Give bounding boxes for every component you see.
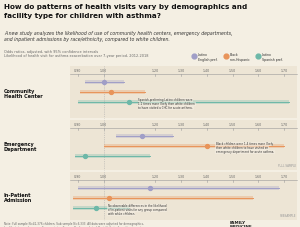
Text: Department: Department — [4, 148, 38, 153]
Text: of in-patient visits for any group compared: of in-patient visits for any group compa… — [107, 208, 166, 212]
Text: 1.70: 1.70 — [280, 69, 288, 73]
Text: 1.50: 1.50 — [229, 123, 236, 127]
Text: Black children were 1.4 times more likely: Black children were 1.4 times more likel… — [216, 142, 273, 146]
Point — [192, 54, 197, 58]
Text: 1.70: 1.70 — [280, 175, 288, 179]
Bar — [70, 120, 297, 170]
Text: Community: Community — [4, 89, 35, 94]
Text: health status, and care quality covariates. Source: Kaufmann J et al. Racial/eth: health status, and care quality covariat… — [4, 226, 143, 227]
Bar — [80, 90, 145, 94]
Text: to have visited a CHC for acute asthma.: to have visited a CHC for acute asthma. — [139, 106, 193, 110]
Text: 1.40: 1.40 — [203, 69, 210, 73]
Text: facility type for children with asthma?: facility type for children with asthma? — [4, 13, 161, 19]
Text: 1.1 times more likely than white children: 1.1 times more likely than white childre… — [139, 102, 195, 106]
Bar — [75, 154, 150, 158]
Text: Latino: Latino — [198, 53, 208, 57]
Text: Emergency: Emergency — [4, 142, 34, 147]
Bar — [85, 80, 124, 84]
Text: 1.50: 1.50 — [229, 175, 236, 179]
Text: Admission: Admission — [4, 198, 32, 203]
Text: Note: Full sample N=41,376 children. Sub-sample N=6,333. All data were adjusted : Note: Full sample N=41,376 children. Sub… — [4, 222, 144, 226]
Text: 1.40: 1.40 — [203, 175, 210, 179]
Point — [106, 196, 111, 200]
Text: Odds ratios, adjusted, with 95% confidence intervals: Odds ratios, adjusted, with 95% confiden… — [4, 50, 98, 54]
Point — [93, 206, 98, 210]
Text: 0.90: 0.90 — [74, 175, 81, 179]
Text: 1.50: 1.50 — [229, 69, 236, 73]
Point — [140, 134, 145, 138]
Text: SUBSAMPLE: SUBSAMPLE — [280, 214, 296, 218]
Text: 1.20: 1.20 — [152, 175, 159, 179]
Text: emergency department for acute asthma.: emergency department for acute asthma. — [216, 150, 274, 154]
Bar — [78, 100, 289, 104]
Text: 1.30: 1.30 — [177, 123, 184, 127]
Bar — [73, 196, 253, 200]
Text: 1.60: 1.60 — [255, 175, 262, 179]
Text: Spanish-preferring Latino children were: Spanish-preferring Latino children were — [139, 98, 193, 102]
Bar — [70, 172, 297, 220]
Point — [109, 90, 114, 94]
Point — [83, 154, 88, 158]
Text: Spanish pref.: Spanish pref. — [262, 57, 283, 62]
Text: MEDICINE: MEDICINE — [230, 225, 253, 227]
Text: non-Hispanic: non-Hispanic — [230, 57, 251, 62]
Text: 1.20: 1.20 — [152, 69, 159, 73]
Text: 0.90: 0.90 — [74, 123, 81, 127]
Point — [127, 100, 132, 104]
Text: 1.70: 1.70 — [280, 123, 288, 127]
Bar — [70, 66, 297, 118]
Point — [204, 144, 209, 148]
Text: 1.20: 1.20 — [152, 123, 159, 127]
Text: 1.00: 1.00 — [100, 123, 107, 127]
Text: 1.00: 1.00 — [100, 69, 107, 73]
Text: 1.60: 1.60 — [255, 123, 262, 127]
Text: with white children.: with white children. — [107, 212, 135, 216]
Text: FULL SAMPLE: FULL SAMPLE — [278, 164, 296, 168]
Text: No observable differences in the likelihood: No observable differences in the likelih… — [107, 204, 166, 208]
Text: In-Patient: In-Patient — [4, 193, 31, 198]
Bar — [103, 144, 284, 148]
Point — [148, 186, 152, 190]
Text: 1.60: 1.60 — [255, 69, 262, 73]
Bar — [78, 186, 279, 190]
Point — [256, 54, 260, 58]
Point — [224, 54, 228, 58]
Bar — [73, 206, 129, 210]
Text: Health Center: Health Center — [4, 94, 43, 99]
Text: 1.40: 1.40 — [203, 123, 210, 127]
Bar — [116, 134, 173, 138]
Point — [101, 80, 106, 84]
Text: and inpatient admissions by race/ethnicity, compared to white children.: and inpatient admissions by race/ethnici… — [4, 37, 170, 42]
Text: How do patterns of health visits vary by demographics and: How do patterns of health visits vary by… — [4, 4, 247, 10]
Text: 0.90: 0.90 — [74, 69, 81, 73]
Text: 1.30: 1.30 — [177, 69, 184, 73]
Text: Likelihood of health visit for asthma exacerbation over 7-year period, 2012-2018: Likelihood of health visit for asthma ex… — [4, 54, 148, 59]
Text: Latino: Latino — [262, 53, 272, 57]
Text: A new study analyzes the likelihood of use of community health centers, emergenc: A new study analyzes the likelihood of u… — [4, 31, 232, 36]
Text: 1.30: 1.30 — [177, 175, 184, 179]
Text: 1.00: 1.00 — [100, 175, 107, 179]
Text: English pref.: English pref. — [198, 57, 218, 62]
Text: FAMILY: FAMILY — [230, 221, 246, 225]
Text: Black: Black — [230, 53, 239, 57]
Text: than white children to have visited an: than white children to have visited an — [216, 146, 268, 150]
